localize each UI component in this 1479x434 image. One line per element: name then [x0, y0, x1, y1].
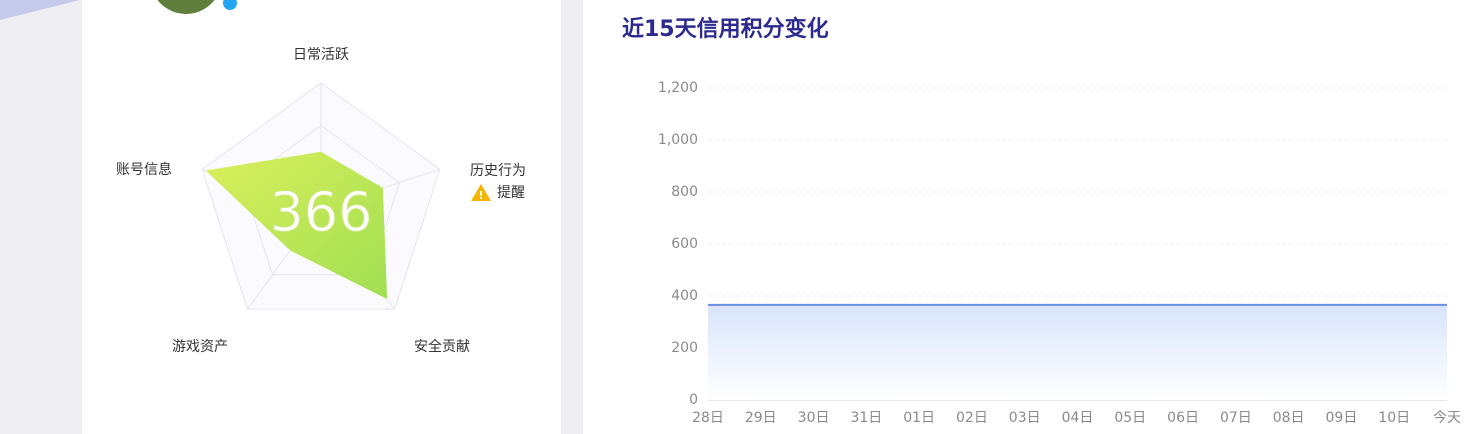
avatar [157, 0, 215, 14]
radar-label: 账号信息 [116, 161, 172, 178]
x-tick-label: 31日 [850, 410, 882, 426]
radar-label: 安全贡献 [414, 338, 470, 355]
y-tick-label: 400 [671, 288, 698, 304]
alert-label: 提醒 [497, 185, 525, 201]
score: 366 [269, 181, 372, 244]
radar-label: 日常活跃 [293, 47, 349, 63]
y-tick-label: 200 [671, 340, 698, 356]
x-tick-label: 28日 [692, 410, 724, 426]
warning-icon [471, 184, 491, 201]
x-tick-label: 01日 [903, 410, 935, 426]
radar-label: 游戏资产 [172, 339, 228, 355]
avatar-badge [223, 0, 237, 10]
x-tick-label: 03日 [1009, 410, 1041, 426]
x-tick-label: 07日 [1220, 410, 1252, 426]
chart-title: 近15天信用积分变化 [622, 16, 829, 42]
radar-label: 历史行为 [470, 163, 526, 179]
x-tick-label: 04日 [1062, 410, 1094, 426]
y-tick-label: 800 [671, 184, 698, 200]
x-tick-label: 今天 [1433, 410, 1461, 426]
x-tick-label: 10日 [1378, 410, 1410, 426]
area [708, 304, 1447, 400]
bg-decor [0, 0, 80, 20]
radar-area [205, 151, 388, 300]
y-tick-label: 0 [689, 392, 698, 408]
warning-mark: ! [478, 189, 483, 202]
x-tick-label: 02日 [956, 410, 988, 426]
y-tick-label: 1,000 [658, 132, 698, 148]
x-tick-label: 08日 [1273, 410, 1305, 426]
x-tick-label: 06日 [1167, 410, 1199, 426]
x-tick-label: 05日 [1114, 410, 1146, 426]
x-tick-label: 09日 [1326, 410, 1358, 426]
x-tick-label: 29日 [745, 410, 777, 426]
y-tick-label: 600 [671, 236, 698, 252]
y-tick-label: 1,200 [658, 80, 698, 96]
x-tick-label: 30日 [798, 410, 830, 426]
line-chart: 0 200 400 600 800 1,000 1,200 28日 29日 30日 31日 01日 02… [658, 80, 1461, 426]
